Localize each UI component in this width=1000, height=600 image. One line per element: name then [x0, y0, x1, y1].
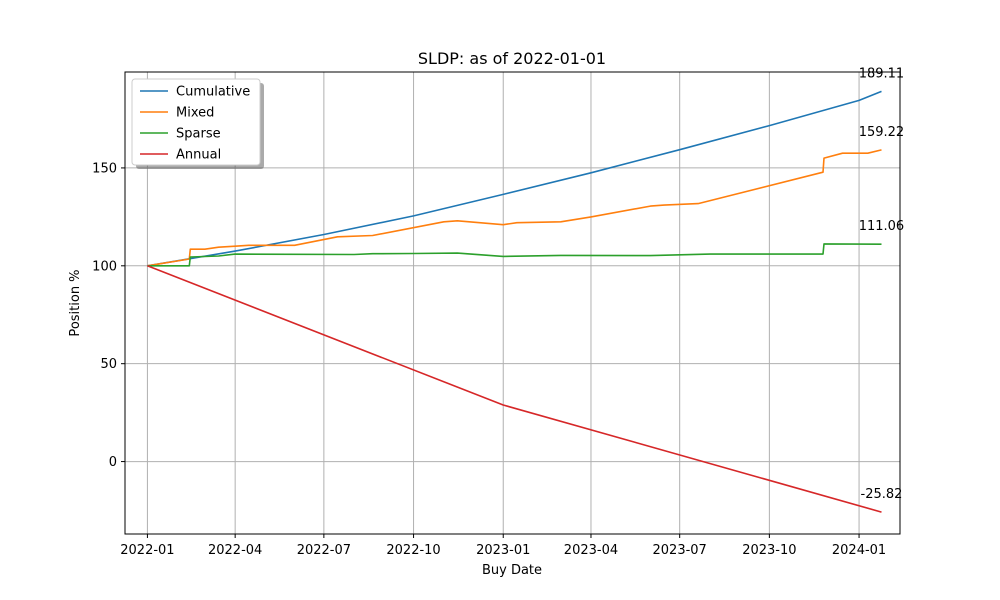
legend-label-cumulative: Cumulative: [176, 85, 250, 100]
end-label-annual: -25.82: [861, 487, 903, 502]
x-tick-label: 2022-07: [297, 543, 351, 558]
series-lines: [147, 90, 882, 513]
y-axis-label: Position %: [68, 269, 83, 336]
end-label-mixed: 159.22: [859, 125, 905, 140]
series-line-mixed: [147, 149, 882, 267]
end-label-sparse: 111.06: [859, 219, 905, 234]
y-tick-label: 0: [109, 455, 117, 470]
x-tick-label: 2022-10: [386, 543, 440, 558]
x-tick-label: 2024-01: [832, 543, 886, 558]
grid: [125, 72, 900, 534]
legend-items: Cumulative Mixed Sparse Annual: [140, 85, 250, 163]
x-tick-label: 2023-01: [476, 543, 530, 558]
x-tick-label: 2023-10: [742, 543, 796, 558]
legend: Cumulative Mixed Sparse Annual: [131, 78, 264, 169]
y-axis-ticks: 0 50 100 150: [92, 161, 125, 470]
series-line-sparse: [147, 243, 882, 267]
x-tick-label: 2023-04: [564, 543, 618, 558]
x-axis-ticks: 2022-01 2022-04 2022-07 2022-10 2023-01 2023-…: [120, 534, 886, 558]
x-axis-label: Buy Date: [482, 563, 542, 578]
series-line-cumulative: [147, 90, 882, 267]
legend-box: [131, 78, 261, 166]
series-line-annual: [147, 265, 882, 513]
legend-label-sparse: Sparse: [176, 127, 221, 142]
x-tick-label: 2022-01: [120, 543, 174, 558]
chart-title: SLDP: as of 2022-01-01: [418, 49, 606, 68]
legend-label-mixed: Mixed: [176, 106, 214, 121]
legend-label-annual: Annual: [176, 148, 221, 163]
x-tick-label: 2023-07: [653, 543, 707, 558]
y-tick-label: 50: [100, 357, 117, 372]
y-tick-label: 100: [92, 259, 117, 274]
plot-frame: [124, 71, 901, 535]
x-tick-label: 2022-04: [208, 543, 262, 558]
y-tick-label: 150: [92, 161, 117, 176]
end-label-cumulative: 189.11: [859, 66, 905, 81]
end-labels: 189.11 159.22 111.06 -25.82: [859, 66, 905, 502]
